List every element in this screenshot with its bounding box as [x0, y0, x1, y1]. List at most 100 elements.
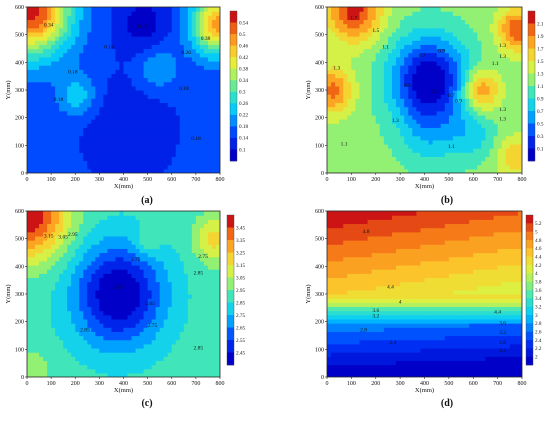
heatmap-cell: [392, 110, 397, 116]
heatmap-cell: [27, 110, 32, 116]
heatmap-cell: [187, 139, 193, 145]
heatmap-cell: [461, 44, 466, 50]
heatmap-cell: [191, 44, 197, 50]
heatmap-cell: [151, 168, 157, 173]
heatmap-cell: [359, 90, 365, 95]
heatmap-cell: [47, 143, 52, 149]
heatmap-cell: [43, 327, 48, 332]
heatmap-cell: [448, 106, 454, 112]
heatmap-cell: [400, 56, 405, 62]
heatmap-cell: [428, 123, 434, 128]
heatmap-cell: [167, 127, 173, 133]
heatmap-cell: [191, 73, 197, 79]
heatmap-cell: [457, 119, 462, 124]
heatmap-cell: [509, 69, 515, 74]
heatmap-cell: [107, 160, 113, 166]
heatmap-cell: [367, 102, 373, 108]
heatmap-cell: [207, 164, 213, 170]
heatmap-cell: [39, 7, 44, 12]
heatmap-cell: [367, 56, 373, 62]
heatmap-cell: [392, 52, 397, 58]
heatmap-cell: [457, 69, 462, 74]
heatmap-cell: [83, 327, 88, 332]
heatmap-cell: [67, 285, 72, 291]
heatmap-cell: [83, 73, 88, 79]
heatmap-cell: [416, 44, 422, 50]
heatmap-cell: [55, 152, 60, 157]
heatmap-cell: [31, 231, 36, 237]
heatmap-cell: [99, 90, 104, 95]
heatmap-cell: [408, 73, 413, 79]
heatmap-cell: [143, 143, 149, 149]
heatmap-cell: [55, 123, 60, 128]
heatmap-cell: [359, 135, 365, 141]
heatmap-cell: [159, 40, 165, 45]
heatmap-cell: [448, 23, 454, 29]
heatmap-cell: [39, 60, 44, 66]
heatmap-cell: [327, 114, 332, 120]
colorbar-tick-label: 0.42: [239, 55, 248, 61]
heatmap-cell: [428, 119, 434, 124]
heatmap-cell: [452, 23, 458, 29]
heatmap-cell: [211, 168, 217, 173]
heatmap-cell: [367, 148, 373, 153]
heatmap-cell: [83, 264, 88, 270]
heatmap-cell: [477, 40, 482, 45]
heatmap-cell: [355, 98, 361, 104]
heatmap-cell: [47, 19, 52, 25]
heatmap-cell: [379, 94, 385, 99]
heatmap-cell: [457, 131, 462, 137]
heatmap-cell: [111, 277, 117, 283]
heatmap-cell: [497, 160, 503, 166]
heatmap-cell: [103, 36, 109, 41]
heatmap-cell: [436, 152, 442, 157]
heatmap-cell: [35, 60, 40, 66]
heatmap-cell: [412, 123, 417, 128]
heatmap-cell: [75, 323, 80, 328]
heatmap-cell: [400, 65, 405, 70]
heatmap-cell: [107, 260, 113, 266]
heatmap-cell: [485, 90, 491, 95]
heatmap-cell: [79, 211, 84, 216]
heatmap-cell: [183, 48, 189, 54]
heatmap-cell: [79, 256, 84, 262]
heatmap-cell: [215, 23, 220, 29]
heatmap-cell: [207, 65, 213, 70]
heatmap-cell: [465, 152, 470, 157]
heatmap-cell: [51, 77, 56, 83]
heatmap-cell: [71, 81, 76, 87]
heatmap-cell: [35, 131, 40, 137]
heatmap-cell: [43, 310, 48, 316]
heatmap-cell: [343, 98, 348, 104]
heatmap-cell: [211, 23, 217, 29]
heatmap-cell: [71, 168, 76, 173]
heatmap-cell: [351, 110, 357, 116]
heatmap-cell: [147, 143, 153, 149]
heatmap-cell: [35, 90, 40, 95]
heatmap-cell: [404, 102, 409, 108]
heatmap-cell: [327, 164, 332, 170]
heatmap-cell: [127, 7, 133, 12]
heatmap-cell: [31, 164, 36, 170]
heatmap-cell: [355, 123, 361, 128]
heatmap-cell: [139, 19, 145, 25]
heatmap-cell: [436, 123, 442, 128]
heatmap-cell: [139, 85, 145, 91]
heatmap-cell: [87, 7, 92, 12]
heatmap-cell: [187, 40, 193, 45]
heatmap-cell: [123, 227, 129, 233]
heatmap-cell: [123, 269, 129, 274]
heatmap-cell: [59, 31, 64, 37]
heatmap-cell: [509, 123, 515, 128]
heatmap-cell: [444, 11, 450, 16]
heatmap-cell: [79, 298, 84, 303]
heatmap-cell: [432, 81, 438, 87]
heatmap-cell: [107, 356, 113, 361]
heatmap-cell: [335, 73, 340, 79]
heatmap-cell: [63, 15, 68, 21]
heatmap-cell: [444, 94, 450, 99]
heatmap-cell: [135, 77, 141, 83]
heatmap-cell: [131, 44, 137, 50]
heatmap-cell: [199, 143, 205, 149]
heatmap-cell: [79, 114, 84, 120]
